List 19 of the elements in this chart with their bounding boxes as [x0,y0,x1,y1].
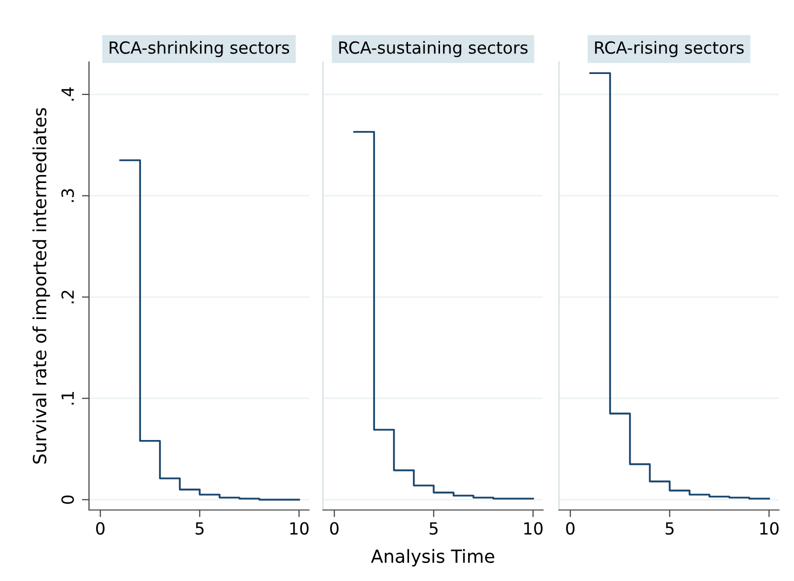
x-tick-label: 10 [760,522,779,535]
y-tick-label: .4 [62,87,74,101]
y-tick-label: .2 [61,290,74,304]
x-axis-title: Analysis Time [370,549,494,567]
x-tick-label: 5 [666,522,674,535]
y-axis-title: Survival rate of imported intermediates [32,108,50,464]
x-tick-label: 0 [330,522,339,535]
x-tick-label: 5 [196,522,204,535]
x-tick-label: 10 [290,522,309,535]
x-tick-label: 10 [524,522,543,535]
x-tick-label: 0 [96,522,105,535]
chart-title: RCA-rising sectors [595,41,744,58]
x-tick-label: 0 [566,522,575,535]
y-tick-label: .1 [62,392,74,405]
y-tick-label: .3 [61,189,74,202]
chart-title: RCA-sustaining sectors [339,41,528,58]
y-tick-label: 0 [61,495,74,504]
x-tick-label: 5 [430,522,438,535]
chart-title: RCA-shrinking sectors [110,41,290,58]
